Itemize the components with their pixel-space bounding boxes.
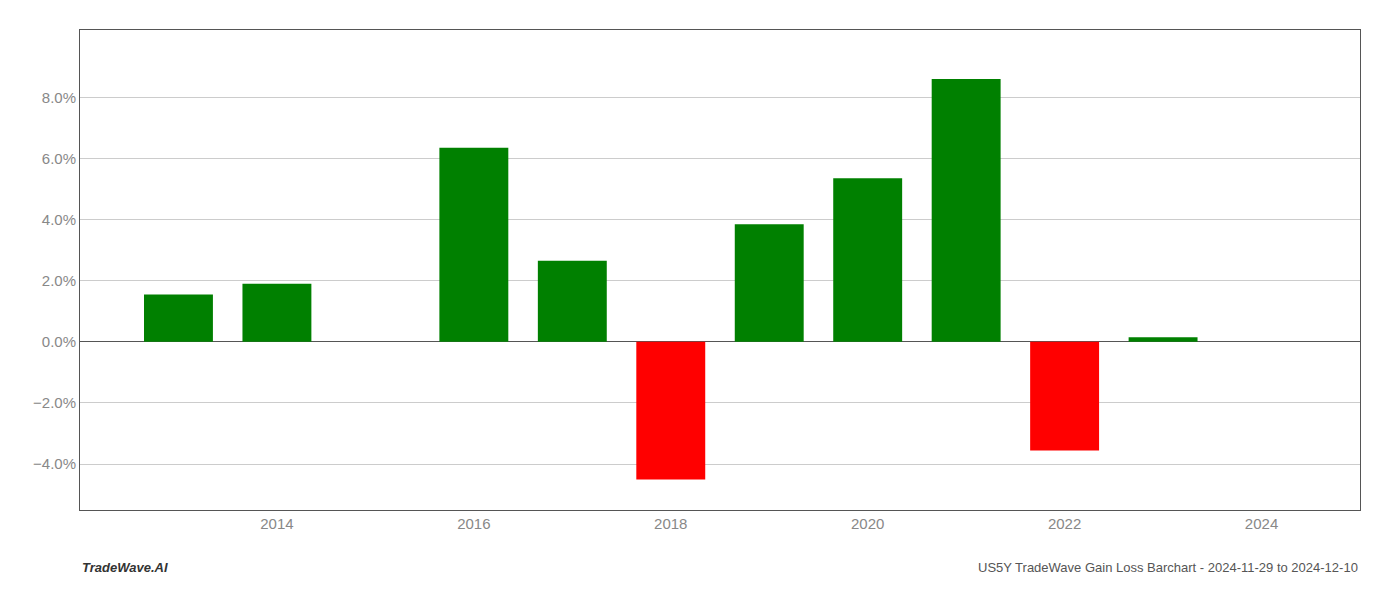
svg-text:TradeWave.AI: TradeWave.AI	[82, 560, 168, 575]
svg-text:8.0%: 8.0%	[42, 89, 76, 106]
svg-text:2016: 2016	[457, 515, 490, 532]
svg-text:2018: 2018	[654, 515, 687, 532]
svg-text:2024: 2024	[1245, 515, 1278, 532]
svg-text:2022: 2022	[1048, 515, 1081, 532]
svg-text:−2.0%: −2.0%	[33, 394, 76, 411]
svg-text:0.0%: 0.0%	[42, 333, 76, 350]
svg-text:US5Y TradeWave Gain Loss Barch: US5Y TradeWave Gain Loss Barchart - 2024…	[978, 560, 1358, 575]
svg-text:6.0%: 6.0%	[42, 150, 76, 167]
svg-text:2.0%: 2.0%	[42, 272, 76, 289]
svg-text:2014: 2014	[260, 515, 293, 532]
svg-text:4.0%: 4.0%	[42, 211, 76, 228]
svg-text:2020: 2020	[851, 515, 884, 532]
svg-text:−4.0%: −4.0%	[33, 455, 76, 472]
